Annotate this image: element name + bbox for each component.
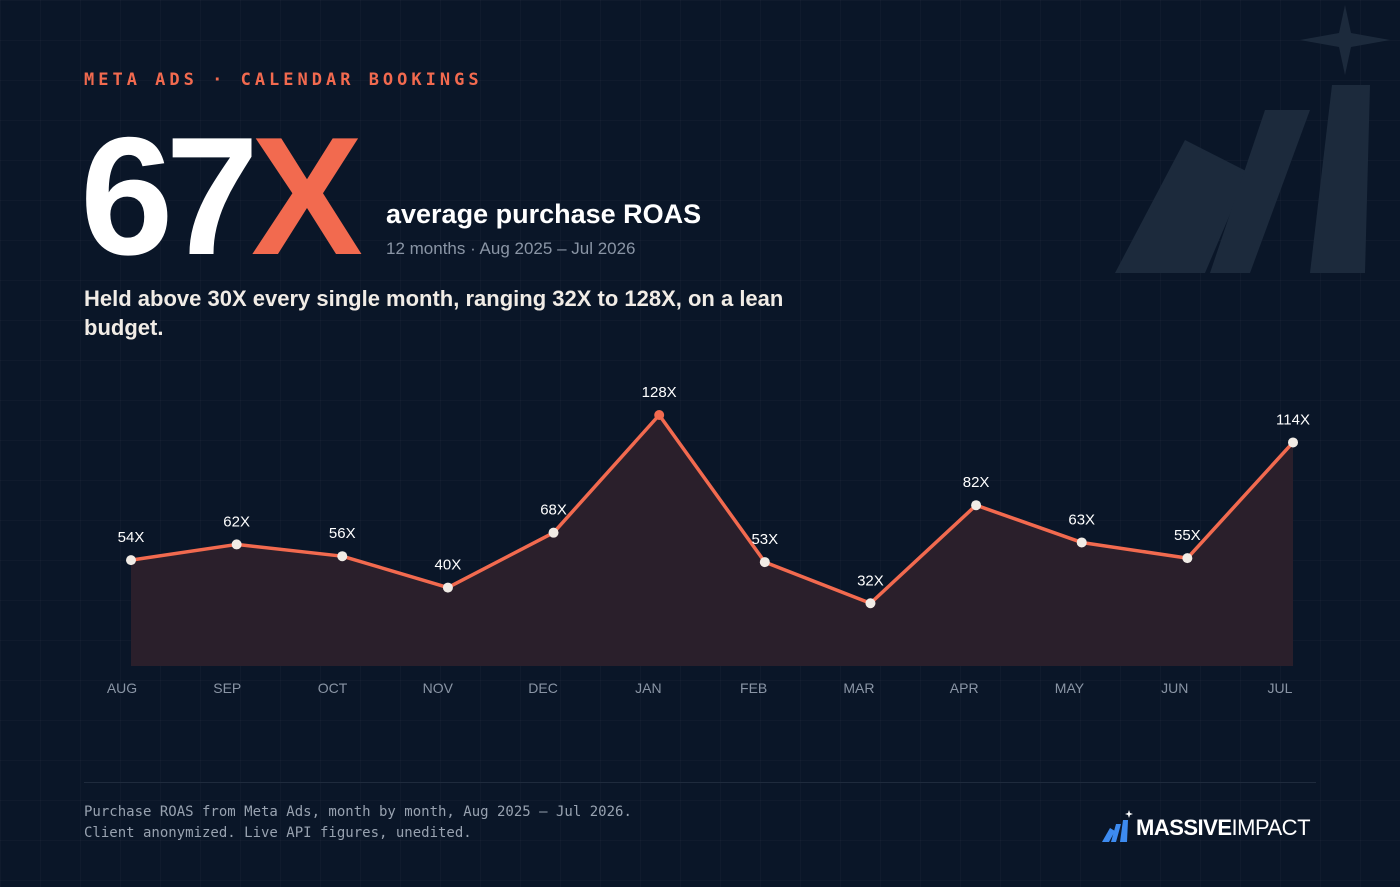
data-label: 62X xyxy=(223,513,250,530)
data-label: 53X xyxy=(751,531,778,548)
x-tick-label: JUN xyxy=(1161,680,1188,696)
data-label: 128X xyxy=(642,384,677,401)
hero-subtitle: 12 months · Aug 2025 – Jul 2026 xyxy=(386,239,636,258)
logo-mark-icon xyxy=(1102,810,1133,842)
hero-suffix: X xyxy=(250,102,363,290)
x-tick-label: SEP xyxy=(213,680,241,696)
data-label: 114X xyxy=(1276,411,1310,428)
data-label: 32X xyxy=(857,572,884,589)
hero-label: average purchase ROAS xyxy=(386,199,702,229)
x-tick-label: MAR xyxy=(843,680,874,696)
data-point xyxy=(1076,537,1087,548)
logo-text-light: IMPACT xyxy=(1231,815,1311,840)
data-point xyxy=(865,598,876,609)
headline: Held above 30X every single month, rangi… xyxy=(84,286,784,340)
footnote-line-2: Client anonymized. Live API figures, une… xyxy=(84,825,472,841)
data-label: 54X xyxy=(118,529,145,546)
x-tick-label: OCT xyxy=(318,680,348,696)
data-point xyxy=(1182,553,1193,564)
x-tick-label: JUL xyxy=(1268,680,1293,696)
x-tick-label: AUG xyxy=(107,680,137,696)
eyebrow-label: META ADS · CALENDAR BOOKINGS xyxy=(84,70,483,90)
data-point xyxy=(337,551,348,562)
x-tick-label: FEB xyxy=(740,680,767,696)
data-point xyxy=(231,539,242,550)
series-line xyxy=(130,413,1295,605)
x-tick-label: APR xyxy=(950,680,979,696)
footnote-line-1: Purchase ROAS from Meta Ads, month by mo… xyxy=(84,804,632,820)
brand-logo: MASSIVEIMPACT xyxy=(1100,810,1311,846)
data-label: 82X xyxy=(963,474,990,491)
x-tick-label: JAN xyxy=(635,680,661,696)
data-label: 55X xyxy=(1174,527,1201,544)
x-tick-label: NOV xyxy=(423,680,454,696)
x-tick-label: MAY xyxy=(1055,680,1085,696)
data-label: 68X xyxy=(540,502,567,519)
x-tick-label: DEC xyxy=(528,680,558,696)
data-point xyxy=(759,557,770,568)
data-label: 63X xyxy=(1068,511,1095,528)
data-point xyxy=(1288,437,1298,448)
hero-number: 67 xyxy=(80,102,259,290)
data-point xyxy=(971,500,982,511)
data-point xyxy=(126,555,136,566)
data-point xyxy=(442,582,453,593)
series-area xyxy=(131,415,1293,666)
hero-metric: 67X xyxy=(80,112,363,280)
footnote: Purchase ROAS from Meta Ads, month by mo… xyxy=(84,802,632,844)
footer-divider xyxy=(84,782,1316,783)
logo-text-bold: MASSIVE xyxy=(1136,815,1232,840)
data-point xyxy=(654,410,665,420)
logo-text: MASSIVEIMPACT xyxy=(1136,815,1311,841)
brand-watermark-icon xyxy=(1115,5,1390,273)
data-label: 40X xyxy=(435,557,462,574)
data-point xyxy=(548,527,559,538)
data-label: 56X xyxy=(329,525,356,542)
